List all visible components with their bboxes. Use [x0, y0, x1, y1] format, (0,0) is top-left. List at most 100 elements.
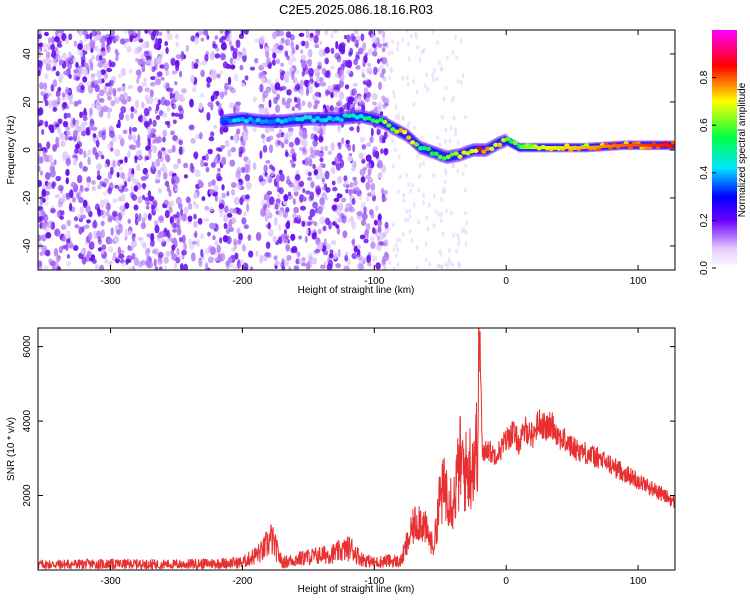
noise-speckle — [455, 55, 458, 60]
steady-band — [664, 143, 668, 147]
noise-speckle — [275, 198, 281, 204]
steady-band — [529, 146, 533, 150]
noise-speckle — [120, 106, 127, 114]
noise-speckle — [252, 127, 257, 133]
noise-speckle — [48, 99, 53, 109]
noise-speckle — [278, 169, 283, 175]
noise-speckle — [398, 174, 402, 180]
noise-speckle — [190, 165, 195, 174]
noise-speckle — [204, 205, 209, 211]
ridge-blob — [370, 118, 376, 123]
steady-band — [661, 143, 665, 147]
noise-speckle — [387, 132, 391, 138]
noise-speckle — [209, 51, 215, 61]
noise-speckle — [292, 198, 296, 205]
noise-speckle — [42, 198, 46, 203]
noise-speckle — [288, 59, 293, 66]
noise-speckle — [307, 171, 312, 177]
noise-speckle — [141, 115, 147, 123]
noise-speckle — [57, 56, 63, 61]
noise-speckle — [454, 127, 457, 133]
noise-speckle — [150, 239, 155, 247]
noise-speckle — [87, 156, 91, 166]
noise-speckle — [199, 93, 205, 99]
noise-speckle — [74, 143, 81, 150]
noise-speckle — [283, 194, 289, 202]
noise-speckle — [101, 78, 105, 83]
noise-speckle — [361, 144, 366, 150]
noise-speckle — [363, 87, 369, 95]
noise-speckle — [394, 252, 398, 258]
noise-speckle — [331, 180, 336, 186]
noise-speckle — [219, 30, 224, 35]
noise-speckle — [424, 257, 428, 263]
colorbar-tick-label: 0.0 — [699, 261, 710, 275]
noise-speckle — [431, 30, 435, 34]
ridge-blob — [508, 139, 515, 144]
noise-speckle — [441, 231, 445, 237]
noise-speckle — [76, 85, 81, 93]
noise-speckle — [242, 134, 249, 141]
noise-speckle — [381, 232, 387, 239]
ridge-blob — [429, 151, 435, 156]
ridge-blob — [307, 115, 313, 120]
noise-speckle — [382, 76, 387, 82]
noise-speckle — [167, 149, 173, 154]
noise-speckle — [300, 205, 306, 211]
noise-speckle — [108, 246, 114, 253]
noise-speckle — [313, 104, 318, 110]
noise-speckle — [292, 184, 299, 193]
noise-speckle — [88, 232, 93, 241]
noise-speckle — [328, 253, 334, 259]
noise-speckle — [431, 72, 435, 78]
noise-speckle — [163, 171, 168, 180]
noise-speckle — [336, 227, 341, 235]
noise-speckle — [233, 196, 240, 206]
noise-speckle — [131, 239, 137, 248]
noise-speckle — [110, 227, 114, 236]
noise-speckle — [144, 87, 151, 93]
noise-speckle — [281, 265, 286, 270]
noise-speckle — [392, 266, 396, 270]
ridge-blob — [501, 138, 507, 143]
noise-speckle — [449, 210, 453, 216]
noise-speckle — [158, 187, 162, 194]
noise-speckle — [55, 70, 60, 77]
noise-speckle — [187, 202, 193, 211]
noise-speckle — [312, 201, 318, 209]
noise-speckle — [159, 231, 165, 238]
noise-speckle — [259, 83, 264, 93]
noise-speckle — [439, 218, 443, 224]
noise-speckle — [109, 30, 116, 37]
steady-band — [540, 146, 544, 150]
noise-speckle — [336, 210, 342, 216]
noise-speckle — [155, 103, 160, 112]
noise-speckle — [54, 36, 60, 43]
noise-speckle — [294, 137, 301, 146]
noise-speckle — [366, 67, 371, 74]
noise-speckle — [366, 162, 372, 169]
noise-speckle — [285, 244, 291, 252]
noise-speckle — [294, 77, 298, 84]
noise-speckle — [72, 129, 79, 137]
noise-speckle — [436, 134, 440, 140]
noise-speckle — [197, 218, 203, 225]
noise-speckle — [358, 193, 363, 201]
noise-speckle — [263, 107, 269, 116]
noise-speckle — [174, 262, 178, 270]
noise-speckle — [451, 50, 455, 56]
noise-speckle — [295, 69, 300, 75]
noise-speckle — [344, 102, 349, 110]
noise-speckle — [91, 186, 96, 191]
noise-speckle — [68, 243, 75, 249]
noise-speckle — [271, 59, 276, 66]
noise-speckle — [102, 191, 108, 196]
noise-speckle — [331, 204, 337, 211]
noise-speckle — [295, 44, 299, 51]
noise-speckle — [192, 86, 197, 93]
noise-speckle — [258, 175, 264, 183]
noise-speckle — [212, 40, 216, 47]
noise-speckle — [187, 238, 193, 246]
noise-speckle — [319, 128, 324, 136]
